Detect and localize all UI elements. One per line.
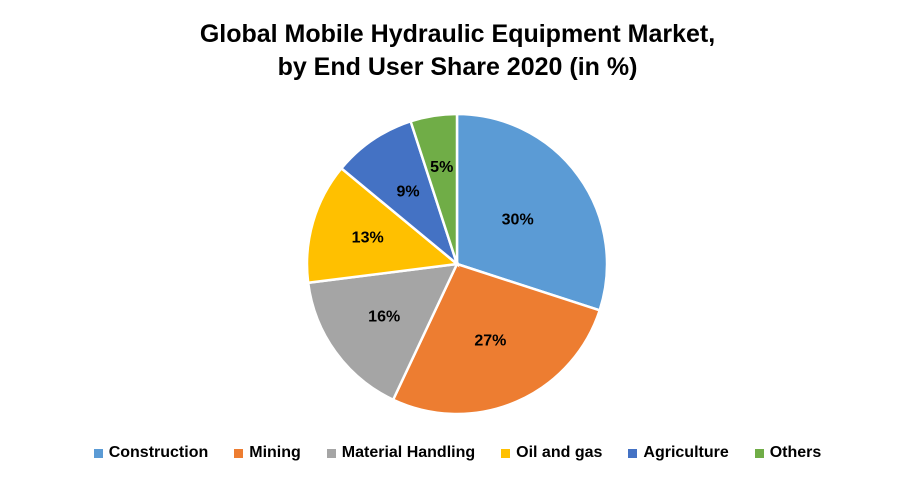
- data-label-mining: 27%: [474, 333, 506, 350]
- chart-title-line-1: Global Mobile Hydraulic Equipment Market…: [199, 20, 716, 48]
- chart-title: Global Mobile Hydraulic Equipment Market…: [0, 18, 915, 84]
- legend-swatch: [326, 448, 336, 458]
- legend-label: Others: [769, 444, 822, 461]
- legend-swatch: [754, 448, 764, 458]
- data-label-material-handling: 16%: [368, 308, 400, 325]
- legend-item-construction: Construction: [93, 444, 209, 462]
- legend-swatch: [501, 448, 511, 458]
- data-label-agriculture: 9%: [397, 184, 420, 201]
- pie-slice-oil-and-gas: [305, 166, 461, 285]
- chart-legend: Construction Mining Material Handling Oil a…: [0, 444, 915, 462]
- legend-label: Mining: [249, 444, 301, 461]
- legend-item-mining: Mining: [234, 444, 301, 462]
- chart-title-line-2: by End User Share 2020 (in %): [277, 53, 638, 81]
- legend-label: Material Handling: [341, 444, 476, 461]
- pie-slice-material-handling: [306, 262, 460, 402]
- data-label-oil-and-gas: 13%: [352, 230, 384, 247]
- legend-swatch: [93, 448, 103, 458]
- data-label-construction: 30%: [502, 211, 534, 228]
- pie-slice-others: [409, 112, 459, 265]
- legend-label: Construction: [108, 444, 209, 461]
- legend-swatch: [628, 448, 638, 458]
- legend-item-others: Others: [754, 444, 822, 462]
- legend-label: Oil and gas: [516, 444, 603, 461]
- pie-slice-agriculture: [339, 119, 460, 268]
- pie-slice-mining: [391, 262, 602, 416]
- pie-slice-construction: [455, 112, 609, 312]
- legend-label: Agriculture: [643, 444, 729, 461]
- data-label-others: 5%: [430, 159, 453, 176]
- legend-item-agriculture: Agriculture: [628, 444, 729, 462]
- legend-item-oil-and-gas: Oil and gas: [501, 444, 602, 462]
- legend-swatch: [234, 448, 244, 458]
- legend-item-material-handling: Material Handling: [326, 444, 476, 462]
